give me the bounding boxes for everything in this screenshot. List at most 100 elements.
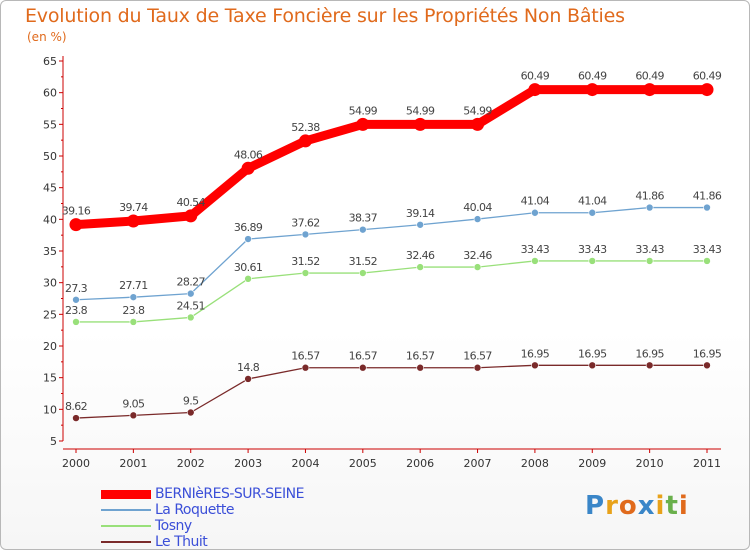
data-label: 16.95 — [693, 347, 722, 360]
proxiti-logo: Proxiti — [585, 491, 689, 521]
legend-label: BERNIèRES-SUR-SEINE — [155, 486, 304, 502]
y-tick-label: 45 — [43, 182, 57, 195]
data-point — [244, 235, 252, 243]
logo-letter: P — [585, 491, 606, 521]
data-label: 37.62 — [291, 216, 320, 229]
axes: 5 10 15 20 25 30 35 40 45 50 55 60 65 2000 2001 2002 200… — [43, 55, 721, 470]
y-tick-label: 55 — [43, 118, 57, 131]
data-label: 39.74 — [119, 201, 148, 214]
data-label: 39.14 — [406, 207, 435, 220]
y-tick-label: 20 — [43, 340, 57, 353]
data-point — [186, 408, 195, 417]
data-label: 60.49 — [635, 70, 664, 83]
data-label: 16.57 — [406, 350, 435, 363]
data-label: 33.43 — [578, 243, 607, 256]
data-label: 24.51 — [176, 299, 205, 312]
data-point — [531, 361, 539, 370]
legend-swatch — [101, 541, 151, 543]
data-point — [588, 208, 597, 217]
legend-swatch — [101, 489, 151, 499]
legend-label: La Roquette — [155, 502, 234, 518]
x-tick-label: 2011 — [693, 457, 721, 470]
data-point — [473, 263, 482, 271]
data-label: 28.27 — [176, 276, 205, 289]
data-point — [703, 203, 711, 212]
data-point — [413, 117, 427, 131]
data-label: 14.8 — [237, 361, 260, 374]
x-tick-label: 2003 — [234, 457, 262, 470]
data-point — [129, 411, 138, 420]
legend-label: Le Thuit — [155, 534, 208, 550]
data-point — [301, 269, 310, 277]
data-point — [72, 295, 80, 304]
data-point — [126, 214, 140, 228]
data-point — [416, 263, 424, 271]
data-label: 16.95 — [578, 347, 607, 360]
data-label: 39.16 — [62, 205, 91, 218]
y-tick-label: 50 — [43, 150, 57, 163]
data-point — [471, 117, 485, 131]
x-tick-label: 2005 — [349, 457, 377, 470]
data-label: 52.38 — [291, 121, 320, 134]
y-tick-label: 40 — [43, 213, 57, 226]
x-tick-label: 2001 — [119, 457, 147, 470]
chart-title: Evolution du Taux de Taxe Foncière sur l… — [25, 5, 625, 27]
data-points — [69, 83, 714, 422]
data-label: 16.57 — [349, 350, 378, 363]
data-label: 36.89 — [234, 221, 263, 234]
logo-letter: t — [665, 491, 679, 521]
data-label: 54.99 — [463, 104, 492, 117]
data-point — [359, 269, 367, 277]
data-point — [645, 203, 654, 212]
data-label: 41.86 — [635, 190, 664, 203]
data-point — [129, 318, 138, 326]
data-label: 32.46 — [463, 249, 492, 262]
data-point — [301, 230, 310, 239]
data-point — [359, 363, 367, 372]
x-tick-label: 2004 — [291, 457, 319, 470]
logo-letter: x — [637, 491, 656, 521]
data-label: 41.04 — [578, 195, 607, 208]
y-tick-label: 30 — [43, 277, 57, 290]
x-tick-label: 2007 — [464, 457, 492, 470]
data-point — [129, 293, 138, 301]
data-label: 16.95 — [635, 347, 664, 360]
x-tick-label: 2006 — [406, 457, 434, 470]
data-label: 40.54 — [176, 196, 205, 209]
data-label: 48.06 — [234, 148, 263, 161]
logo-letter: o — [618, 491, 638, 521]
data-point — [473, 215, 482, 223]
y-tick-label: 10 — [43, 403, 57, 416]
data-point — [703, 257, 711, 265]
data-point — [645, 361, 654, 370]
data-label: 8.62 — [65, 400, 87, 413]
series-lines — [75, 85, 707, 419]
data-point — [703, 361, 711, 370]
data-label: 16.57 — [463, 350, 492, 363]
data-point — [72, 414, 80, 422]
data-label: 33.43 — [693, 243, 722, 256]
y-tick-label: 65 — [43, 55, 57, 68]
data-label: 23.8 — [65, 304, 88, 317]
data-label: 9.05 — [122, 397, 145, 410]
data-point — [244, 275, 252, 283]
data-label: 54.99 — [406, 104, 435, 117]
legend-swatch — [101, 509, 151, 511]
y-tick-label: 15 — [43, 372, 57, 385]
data-label: 27.71 — [119, 279, 148, 292]
legend-label: Tosny — [155, 518, 192, 534]
y-tick-label: 60 — [43, 87, 57, 100]
x-tick-label: 2000 — [62, 457, 90, 470]
data-label: 23.8 — [122, 304, 145, 317]
data-point — [241, 161, 255, 175]
data-point — [186, 289, 195, 298]
y-axis-unit: (en %) — [27, 30, 67, 44]
data-point — [186, 313, 195, 322]
data-point — [531, 208, 539, 217]
data-point — [301, 363, 310, 372]
data-label: 41.86 — [693, 190, 722, 203]
data-point — [416, 363, 424, 372]
data-point — [356, 117, 370, 131]
data-point — [588, 257, 597, 265]
